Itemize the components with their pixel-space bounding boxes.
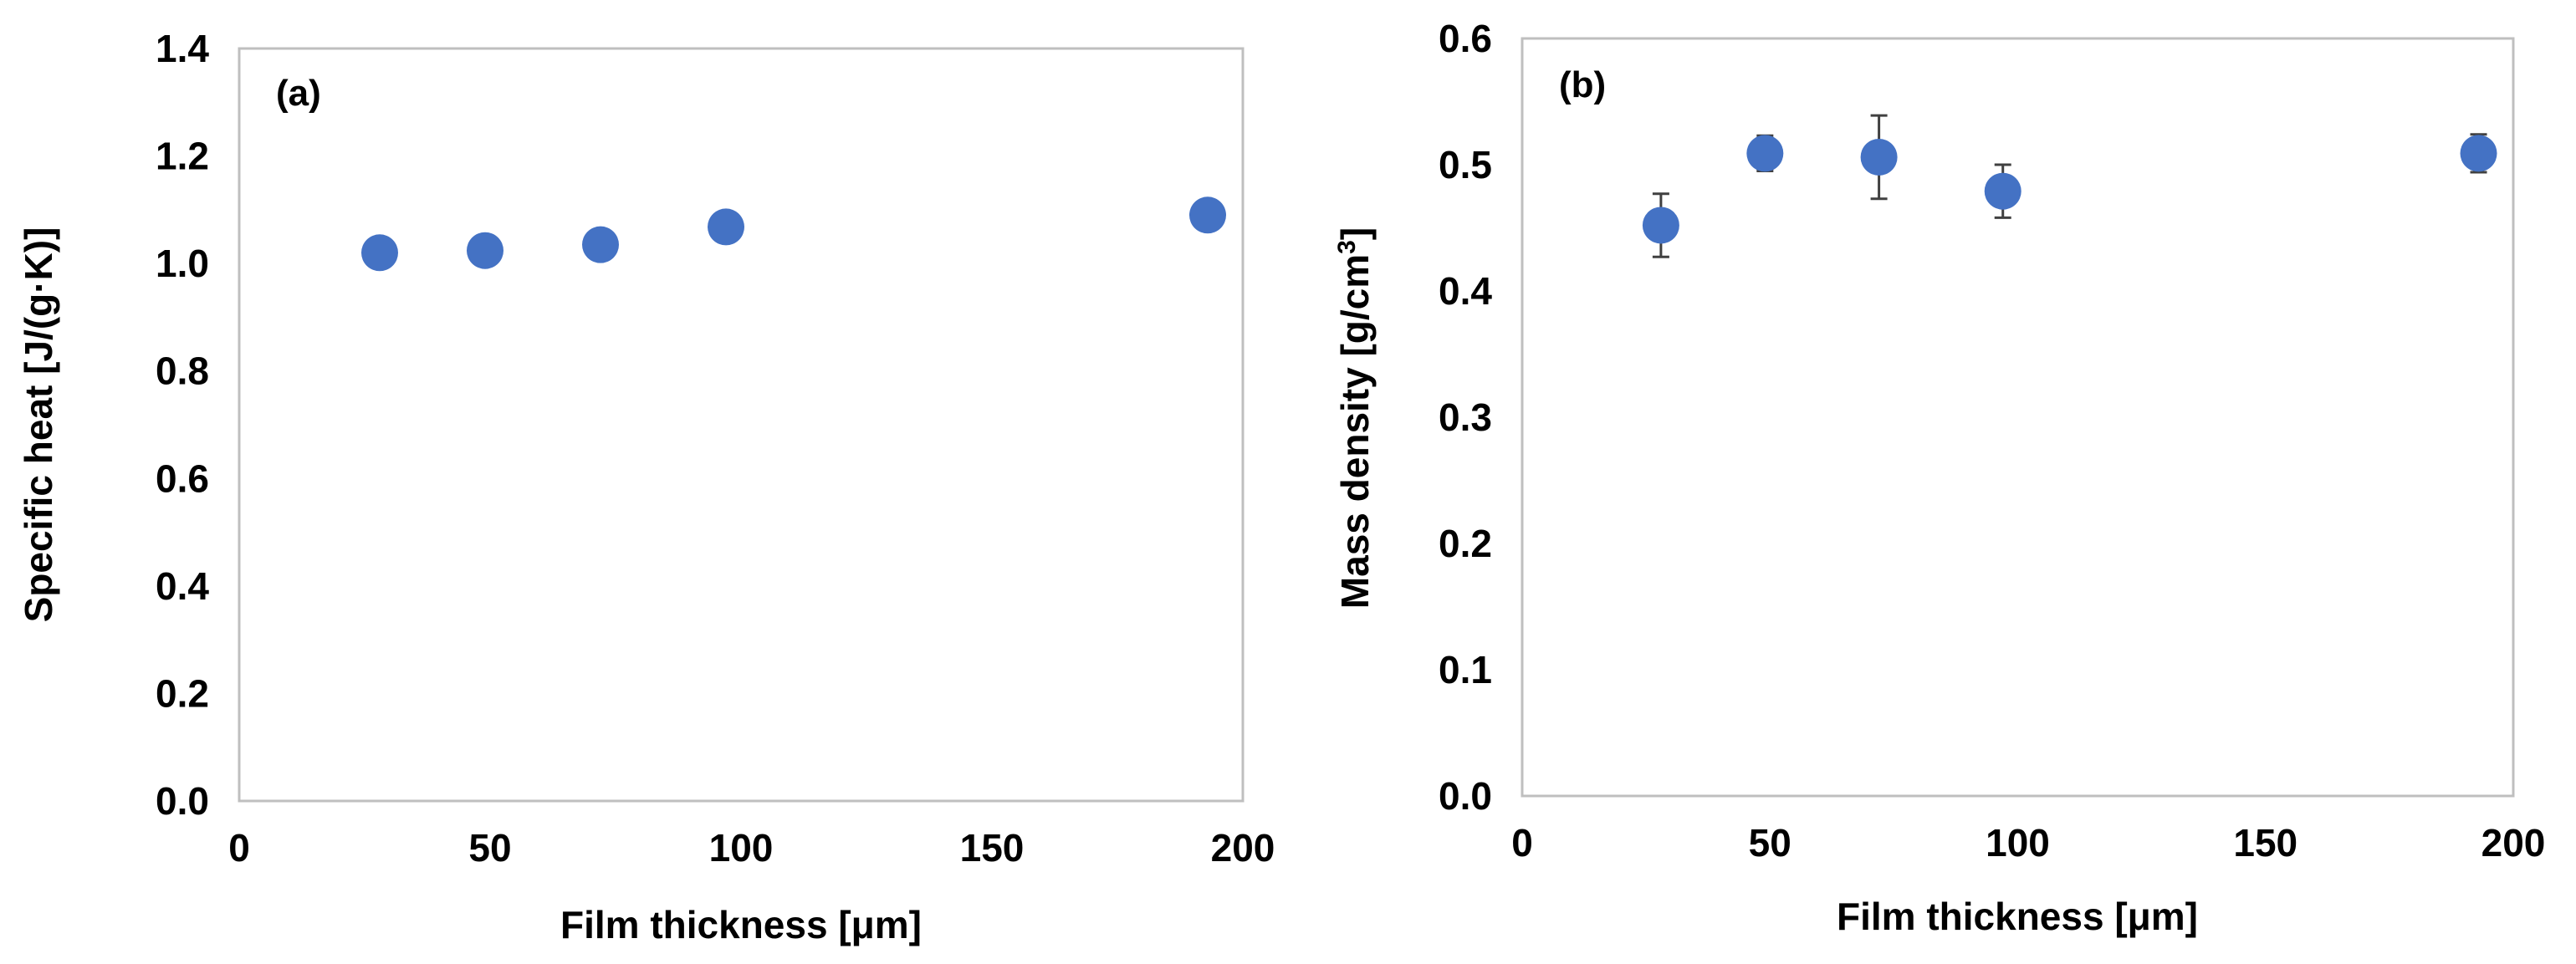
y-tick-label-a-1: 0.2: [156, 671, 209, 715]
x-axis-title-b: Film thickness [μm]: [1837, 895, 2198, 938]
y-tick-label-b-3: 0.3: [1439, 395, 1492, 439]
panel-label-a: (a): [276, 73, 321, 114]
data-point-b-4: [2460, 135, 2497, 172]
x-tick-label-b-1: 50: [1749, 821, 1791, 865]
y-tick-label-a-7: 1.4: [156, 27, 209, 70]
y-tick-label-a-6: 1.2: [156, 135, 209, 178]
data-point-a-0: [361, 234, 398, 272]
data-point-b-3: [1984, 172, 2021, 210]
x-tick-label-b-4: 200: [2481, 821, 2546, 865]
x-tick-label-a-2: 100: [709, 826, 774, 870]
y-axis-title-a: Specific heat [J/(g·K)]: [17, 227, 60, 623]
x-tick-labels-b: 0 50 100 150 200: [1511, 821, 2545, 865]
x-tick-label-b-2: 100: [1986, 821, 2050, 865]
y-tick-label-a-4: 0.8: [156, 349, 209, 393]
y-tick-label-a-3: 0.6: [156, 456, 209, 500]
chart-panel-b: 0.0 0.1 0.2 0.3 0.4 0.5 0.6 0 50 100 150 200 (b) F…: [1333, 17, 2545, 938]
x-axis-title-a: Film thickness [μm]: [560, 903, 922, 946]
error-bars-b: [1652, 114, 2487, 258]
y-tick-label-a-0: 0.0: [156, 779, 209, 823]
y-tick-label-b-6: 0.6: [1439, 17, 1492, 60]
y-tick-label-b-1: 0.1: [1439, 648, 1492, 691]
data-point-a-1: [467, 232, 503, 269]
y-tick-label-b-0: 0.0: [1439, 774, 1492, 818]
y-tick-label-b-2: 0.2: [1439, 522, 1492, 565]
y-tick-labels-a: 0.0 0.2 0.4 0.6 0.8 1.0 1.2 1.4: [156, 27, 209, 823]
y-axis-title-b-main: Mass density [g/cm: [1333, 254, 1377, 609]
y-axis-title-b: Mass density [g/cm3]: [1333, 227, 1377, 609]
data-point-a-3: [708, 208, 744, 246]
data-point-a-2: [582, 226, 619, 263]
panel-label-b: (b): [1559, 64, 1606, 105]
x-tick-label-a-0: 0: [228, 826, 250, 870]
x-tick-label-b-3: 150: [2233, 821, 2297, 865]
y-axis-title-b-superscript: 3: [1333, 240, 1361, 254]
y-tick-labels-b: 0.0 0.1 0.2 0.3 0.4 0.5 0.6: [1439, 17, 1492, 818]
plot-area-frame-b: [1521, 37, 2515, 798]
plot-area-frame-a: [238, 47, 1245, 803]
data-point-b-1: [1746, 135, 1784, 172]
x-tick-label-a-1: 50: [468, 826, 511, 870]
data-points-a: [361, 196, 1226, 272]
data-points-b: [1642, 135, 2497, 244]
data-point-a-4: [1189, 196, 1226, 234]
y-tick-label-a-5: 1.0: [156, 242, 209, 285]
data-point-b-0: [1642, 207, 1679, 244]
x-tick-label-b-0: 0: [1511, 821, 1533, 865]
y-tick-label-a-2: 0.4: [156, 564, 209, 608]
chart-panel-a: 0.0 0.2 0.4 0.6 0.8 1.0 1.2 1.4 0 50 100 150 200 (a…: [17, 27, 1275, 946]
x-tick-label-a-3: 150: [960, 826, 1025, 870]
y-axis-title-b-end: ]: [1333, 227, 1377, 240]
x-tick-labels-a: 0 50 100 150 200: [228, 826, 1275, 870]
y-tick-label-b-5: 0.5: [1439, 143, 1492, 186]
y-tick-label-b-4: 0.4: [1439, 269, 1492, 313]
x-tick-label-a-4: 200: [1211, 826, 1275, 870]
data-point-b-2: [1860, 138, 1898, 176]
